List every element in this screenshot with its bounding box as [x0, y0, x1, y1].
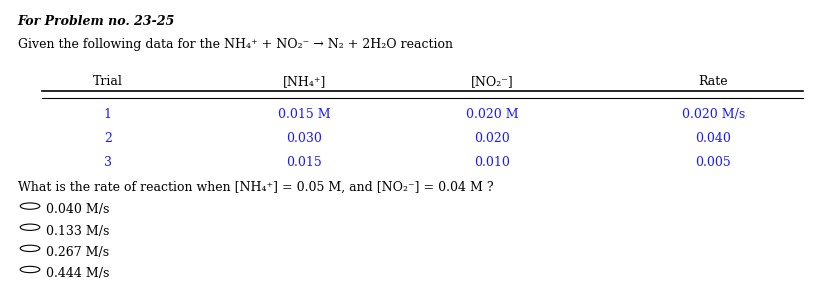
Text: For Problem no. 23-25: For Problem no. 23-25 [18, 15, 175, 28]
Text: Given the following data for the NH₄⁺ + NO₂⁻ → N₂ + 2H₂O reaction: Given the following data for the NH₄⁺ + … [18, 38, 452, 51]
Text: [NO₂⁻]: [NO₂⁻] [471, 75, 514, 88]
Text: 0.267 M/s: 0.267 M/s [47, 246, 109, 259]
Text: 0.020 M: 0.020 M [466, 108, 519, 121]
Text: 0.020: 0.020 [475, 132, 510, 145]
Text: 0.030: 0.030 [287, 132, 322, 145]
Text: 0.005: 0.005 [695, 156, 732, 169]
Text: 0.015: 0.015 [287, 156, 322, 169]
Text: [NH₄⁺]: [NH₄⁺] [282, 75, 326, 88]
Text: 0.444 M/s: 0.444 M/s [47, 267, 110, 280]
Text: 0.040: 0.040 [695, 132, 732, 145]
Text: 3: 3 [103, 156, 112, 169]
Text: 0.040 M/s: 0.040 M/s [47, 203, 110, 216]
Text: What is the rate of reaction when [NH₄⁺] = 0.05 M, and [NO₂⁻] = 0.04 M ?: What is the rate of reaction when [NH₄⁺]… [18, 181, 493, 194]
Text: 0.020 M/s: 0.020 M/s [681, 108, 745, 121]
Text: Trial: Trial [93, 75, 122, 88]
Text: 1: 1 [103, 108, 112, 121]
Text: 0.010: 0.010 [475, 156, 511, 169]
Text: 2: 2 [103, 132, 112, 145]
Text: 0.015 M: 0.015 M [277, 108, 330, 121]
Text: 0.133 M/s: 0.133 M/s [47, 225, 110, 238]
Text: Rate: Rate [699, 75, 728, 88]
